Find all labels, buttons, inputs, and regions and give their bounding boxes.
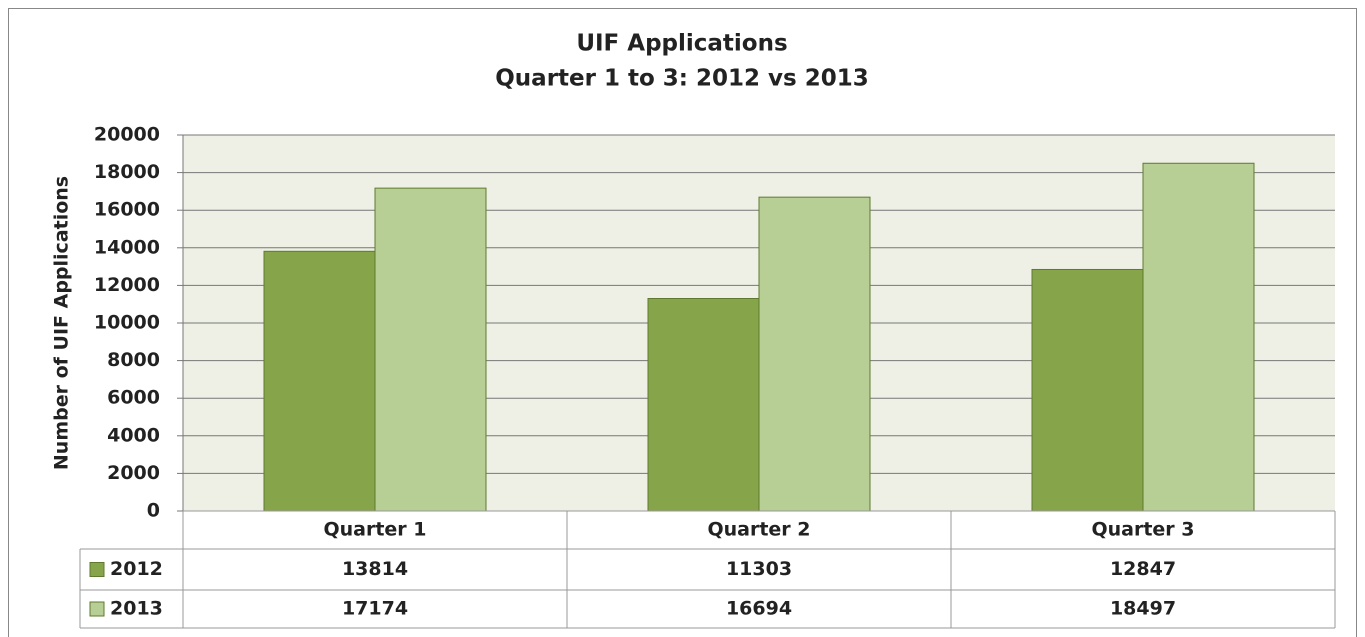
table-value: 18497: [1110, 598, 1176, 620]
y-tick-label: 4000: [107, 424, 160, 446]
y-tick-label: 14000: [94, 236, 160, 258]
legend-label: 2013: [110, 598, 163, 620]
y-tick-label: 18000: [94, 161, 160, 183]
bar: [374, 187, 487, 512]
x-tick-label: Quarter 2: [707, 519, 810, 541]
y-tick-label: 0: [147, 500, 160, 522]
bar: [647, 298, 760, 512]
table-value: 17174: [342, 598, 408, 620]
y-tick-label: 10000: [94, 312, 160, 334]
y-tick-label: 20000: [94, 124, 160, 146]
table-value: 12847: [1110, 558, 1176, 580]
chart-subtitle: Quarter 1 to 3: 2012 vs 2013: [495, 66, 868, 92]
bar: [1142, 162, 1255, 512]
legend-label: 2012: [110, 558, 163, 580]
y-tick-label: 12000: [94, 274, 160, 296]
table-value: 11303: [726, 558, 792, 580]
y-tick-label: 16000: [94, 199, 160, 221]
x-tick-label: Quarter 1: [323, 519, 426, 541]
y-tick-label: 8000: [107, 349, 160, 371]
bar: [263, 250, 376, 512]
legend-swatch: [89, 601, 105, 617]
table-value: 16694: [726, 598, 792, 620]
bar: [758, 196, 871, 512]
y-tick-label: 6000: [107, 387, 160, 409]
y-tick-label: 2000: [107, 462, 160, 484]
table-value: 13814: [342, 558, 408, 580]
y-axis-label: Number of UIF Applications: [51, 176, 73, 470]
chart-title: UIF Applications: [576, 31, 787, 57]
x-tick-label: Quarter 3: [1091, 519, 1194, 541]
bar: [1031, 268, 1144, 512]
legend-swatch: [89, 562, 105, 577]
